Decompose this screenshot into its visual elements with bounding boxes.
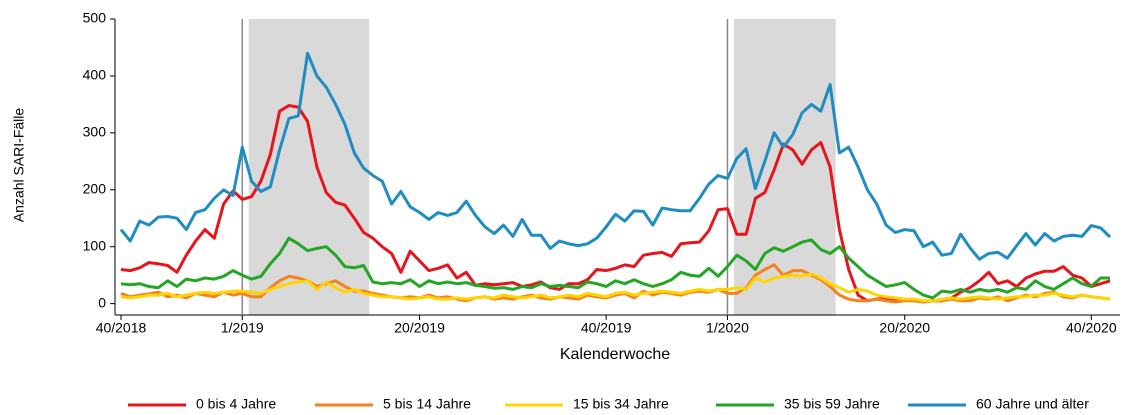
- y-tick-label: 500: [83, 10, 107, 26]
- y-tick-label: 100: [83, 237, 107, 253]
- legend-label: 5 bis 14 Jahre: [383, 396, 471, 412]
- series-line: [119, 51, 1112, 261]
- series-line: [120, 272, 1111, 303]
- y-tick-label: 0: [98, 294, 106, 310]
- x-tick-label: 1/2019: [221, 320, 264, 336]
- x-tick-label: 40/2019: [581, 320, 632, 336]
- legend-label: 15 bis 34 Jahre: [573, 396, 669, 412]
- x-tick-label: 20/2019: [394, 320, 445, 336]
- legend-label: 0 bis 4 Jahre: [196, 396, 276, 412]
- y-tick-label: 300: [83, 124, 107, 140]
- x-tick-label: 20/2020: [879, 320, 930, 336]
- y-axis-title: Anzahl SARI-Fälle: [11, 108, 27, 223]
- x-axis-title: Kalenderwoche: [560, 346, 670, 363]
- x-tick-label: 40/2020: [1066, 320, 1117, 336]
- series-line: [120, 236, 1110, 300]
- legend-label: 35 bis 59 Jahre: [784, 396, 880, 412]
- x-tick-label: 40/2018: [96, 320, 147, 336]
- y-tick-label: 200: [83, 180, 107, 196]
- y-tick-label: 400: [83, 67, 107, 83]
- series-line: [120, 263, 1111, 304]
- x-tick-label: 1/2020: [706, 320, 749, 336]
- legend-label: 60 Jahre und älter: [976, 396, 1089, 412]
